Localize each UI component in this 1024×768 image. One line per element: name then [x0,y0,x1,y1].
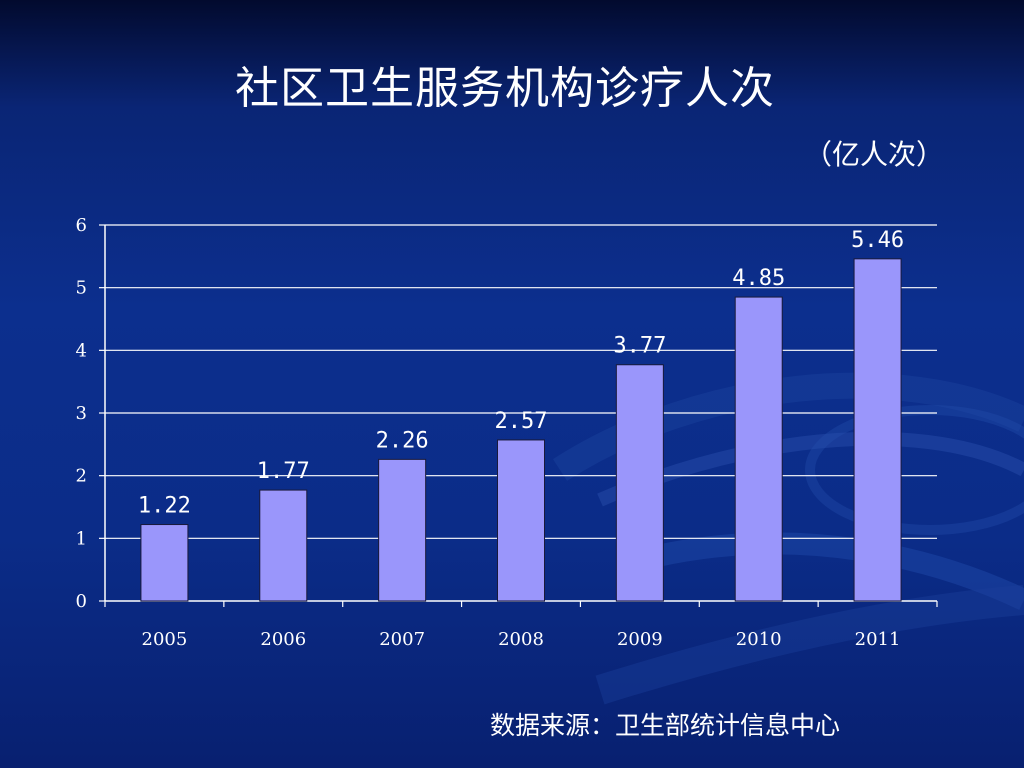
bar-2008 [497,439,545,602]
data-labels: 1.22 1.77 2.26 2.57 3.77 4.85 5.46 [138,228,904,519]
bar-2006 [259,489,308,602]
unit-label: （亿人次） [803,138,944,171]
y-tick-label: 2 [76,466,87,487]
x-tick-label-2010: 2010 [736,629,782,650]
x-tick-label-2009: 2009 [617,629,663,650]
bars [140,258,902,602]
bar-2010 [734,296,783,602]
x-tick-label-2005: 2005 [142,629,188,650]
source-note: 数据来源：卫生部统计信息中心 [490,711,841,740]
data-label-2007: 2.26 [376,428,429,453]
data-label-2009: 3.77 [613,334,666,359]
y-tick-label: 3 [76,403,87,424]
data-label-2010: 4.85 [732,266,785,291]
y-tick-label: 0 [76,591,87,612]
x-tick-label-2007: 2007 [379,629,425,650]
y-tick-label: 1 [76,528,87,549]
y-tick-label: 4 [76,340,87,361]
x-tick-labels: 2005 2006 2007 2008 2009 2010 2011 [142,629,901,650]
data-label-2011: 5.46 [851,228,904,253]
x-tick-label-2008: 2008 [498,629,544,650]
x-tick-label-2011: 2011 [855,629,901,650]
y-tick-labels: 0 1 2 3 4 5 6 [76,215,87,612]
bar-2011 [853,258,902,602]
data-label-2008: 2.57 [495,409,548,434]
page-title: 社区卫生服务机构诊疗人次 [235,63,775,114]
bar-2009 [615,364,664,602]
y-tick-label: 6 [76,215,87,236]
y-tick-label: 5 [76,278,87,299]
data-label-2006: 1.77 [257,459,310,484]
x-tick-label-2006: 2006 [260,629,306,650]
bar-2005 [140,524,189,602]
data-label-2005: 1.22 [138,494,191,519]
bar-2007 [378,458,427,602]
